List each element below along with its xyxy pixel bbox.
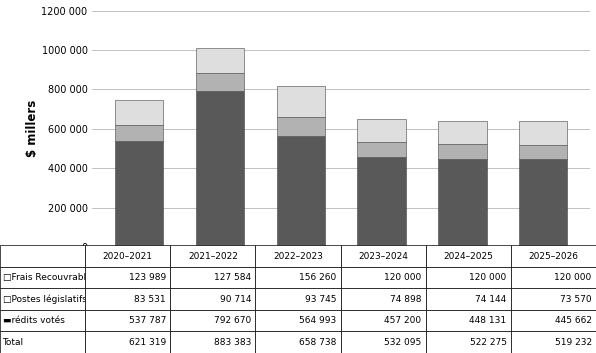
Bar [358, 119, 406, 142]
Bar [358, 157, 406, 247]
Bar [196, 91, 244, 247]
Bar [358, 142, 406, 157]
Bar [115, 141, 163, 247]
Bar [438, 120, 486, 144]
Bar [277, 86, 325, 117]
Bar [438, 159, 486, 247]
Bar [115, 125, 163, 141]
Bar [196, 48, 244, 73]
Bar [438, 144, 486, 159]
Bar [277, 136, 325, 247]
Y-axis label: $ millers: $ millers [26, 100, 39, 157]
Bar [519, 159, 567, 247]
Bar [277, 117, 325, 136]
Bar [519, 145, 567, 159]
Bar [196, 73, 244, 91]
Bar [519, 121, 567, 145]
Bar [115, 100, 163, 125]
